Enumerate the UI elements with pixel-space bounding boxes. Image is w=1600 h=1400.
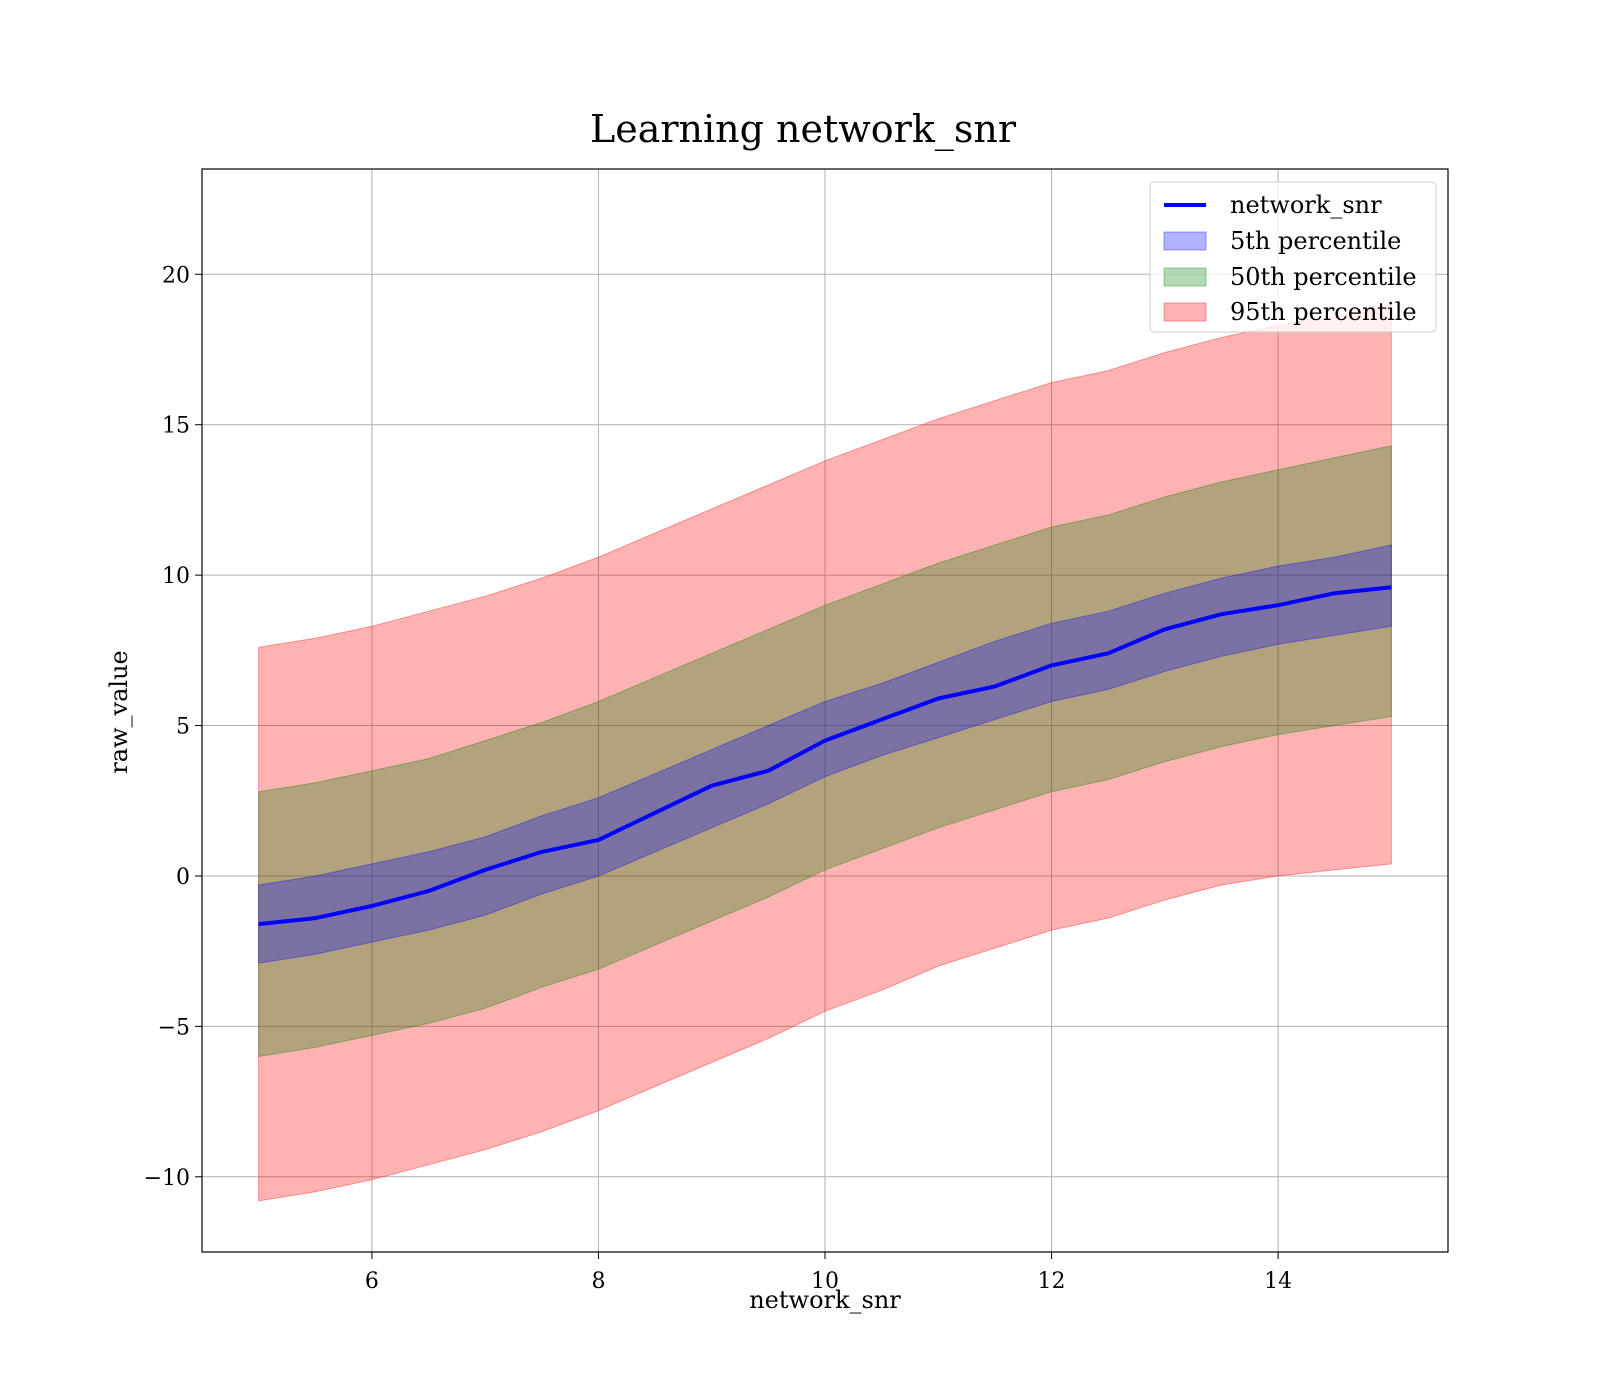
x-axis: 6 8 10 12 14 [365,1252,1292,1294]
y-tick-label: 20 [162,263,190,288]
y-tick-label: 10 [162,564,190,589]
series-lines [258,585,1392,927]
y-tick-label: 15 [162,414,190,439]
x-tick-label: 14 [1264,1269,1292,1294]
legend-label: 50th percentile [1230,263,1417,291]
legend-label: network_snr [1230,191,1382,219]
x-tick-label: 6 [365,1269,379,1294]
y-tick-label: −10 [144,1166,190,1191]
legend-label: 95th percentile [1230,298,1417,326]
x-tick-label: 8 [591,1269,605,1294]
chart-title: Learning network_snr [590,107,1017,152]
legend-swatch-band [1163,267,1207,287]
y-axis: −10 −5 0 5 10 15 20 [144,263,202,1191]
percentile-bands [258,303,1392,1202]
band-95th-percentile [258,303,1392,1202]
legend-frame [1149,181,1437,333]
grid [202,169,1448,1252]
y-axis-label: raw_value [105,650,133,774]
legend-swatch-band [1163,231,1207,251]
legend-swatch-band [1163,302,1207,322]
y-tick-label: 0 [176,865,190,890]
x-tick-label: 10 [811,1269,839,1294]
y-tick-label: 5 [176,715,190,740]
band-50th-percentile [258,445,1392,1058]
band-5th-percentile [258,544,1392,964]
x-tick-label: 12 [1038,1269,1066,1294]
legend: network_snr 5th percentile 50th percentile… [1149,181,1437,333]
x-axis-label: network_snr [749,1286,901,1314]
y-tick-label: −5 [158,1015,190,1040]
legend-label: 5th percentile [1230,227,1401,255]
